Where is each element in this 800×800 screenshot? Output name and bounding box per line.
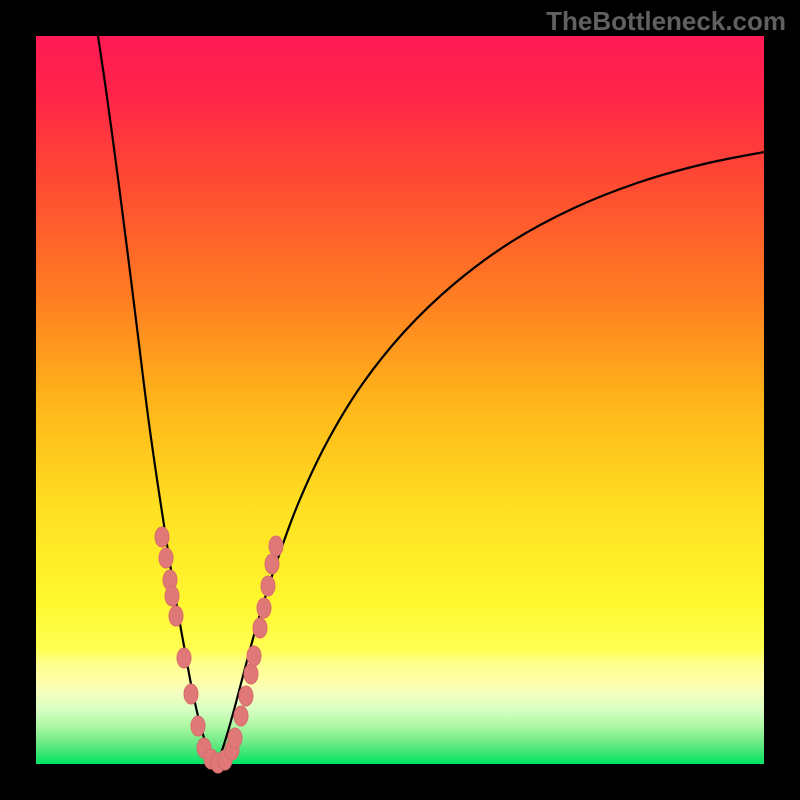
data-marker: [257, 598, 271, 618]
data-marker: [269, 536, 283, 556]
data-marker: [228, 728, 242, 748]
data-marker: [253, 618, 267, 638]
watermark-text: TheBottleneck.com: [546, 6, 786, 37]
data-marker: [165, 586, 179, 606]
outer-frame: TheBottleneck.com: [0, 0, 800, 800]
data-marker: [169, 606, 183, 626]
data-marker: [239, 686, 253, 706]
data-marker: [184, 684, 198, 704]
data-marker: [191, 716, 205, 736]
data-marker: [177, 648, 191, 668]
data-marker: [247, 646, 261, 666]
data-marker: [244, 664, 258, 684]
data-marker: [265, 554, 279, 574]
data-marker: [155, 527, 169, 547]
bottleneck-chart: [0, 0, 800, 800]
data-marker: [234, 706, 248, 726]
data-marker: [261, 576, 275, 596]
data-marker: [159, 548, 173, 568]
